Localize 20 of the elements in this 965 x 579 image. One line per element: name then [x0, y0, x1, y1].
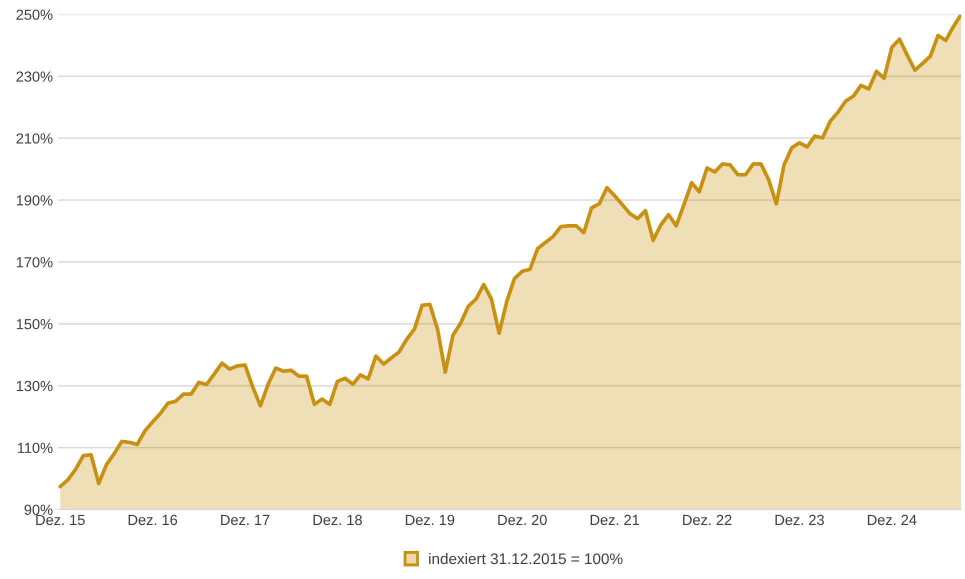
x-tick-label: Dez. 18 [313, 514, 362, 526]
x-tick-label: Dez. 16 [128, 514, 178, 526]
x-tick-label: Dez. 20 [498, 514, 547, 526]
x-tick-label: Dez. 17 [221, 514, 270, 526]
y-tick-label: 210% [16, 133, 53, 144]
y-tick-label: 170% [16, 257, 53, 268]
legend-label: indexiert 31.12.2015 = 100% [429, 552, 622, 564]
y-tick-label: 150% [16, 318, 53, 330]
y-tick-label: 110% [18, 442, 53, 454]
x-tick-label: Dez. 24 [868, 514, 917, 526]
y-tick-label: 230% [16, 71, 53, 82]
y-tick-label: 190% [16, 195, 53, 206]
y-tick-label: 90% [24, 504, 53, 515]
x-tick-label: Dez. 21 [590, 514, 640, 526]
x-tick-label: Dez. 19 [406, 514, 454, 526]
y-tick-label: 250% [16, 10, 53, 20]
x-tick-label: Dez. 15 [36, 514, 85, 526]
x-tick-label: Dez. 22 [683, 514, 732, 526]
y-tick-label: 130% [16, 380, 53, 392]
x-tick-label: Dez. 23 [776, 514, 824, 526]
